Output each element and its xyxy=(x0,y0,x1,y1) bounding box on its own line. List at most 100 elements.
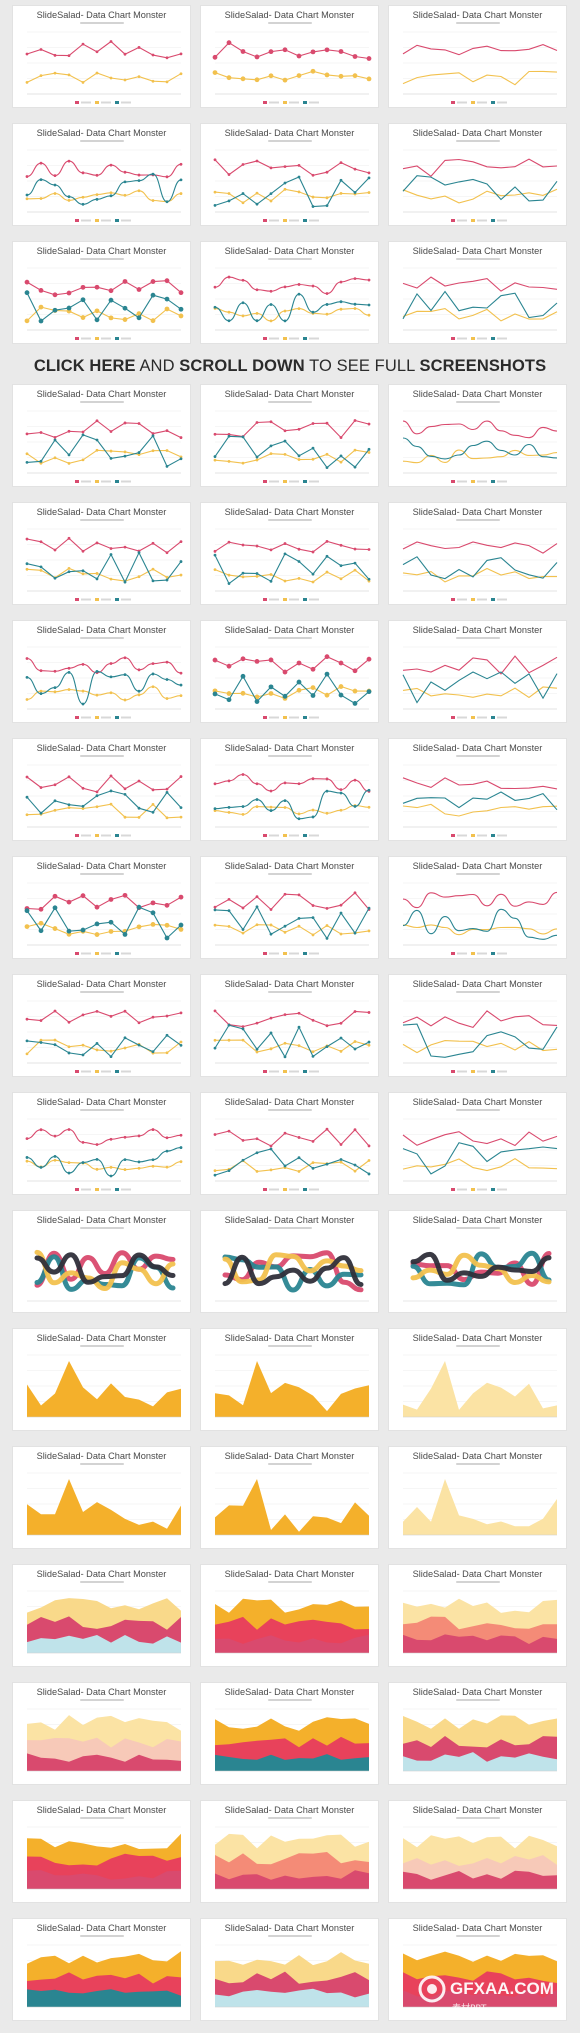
thumbnail-title: SlideSalad- Data Chart Monster xyxy=(224,507,355,517)
thumbnail-chart xyxy=(213,764,371,837)
chart-thumbnail[interactable]: SlideSalad- Data Chart Monster xyxy=(200,738,379,841)
chart-thumbnail[interactable]: SlideSalad- Data Chart Monster xyxy=(12,123,191,226)
thumbnail-subtitle-bar xyxy=(13,519,190,521)
chart-thumbnail[interactable]: SlideSalad- Data Chart Monster xyxy=(200,384,379,487)
thumbnail-title: SlideSalad- Data Chart Monster xyxy=(224,10,355,20)
chart-thumbnail[interactable]: SlideSalad- Data Chart Monster xyxy=(388,620,567,723)
thumbnail-title: SlideSalad- Data Chart Monster xyxy=(224,389,355,399)
thumbnail-chart xyxy=(27,1826,181,1890)
thumbnail-subtitle-bar xyxy=(13,1817,190,1819)
chart-thumbnail[interactable]: SlideSalad- Data Chart Monster xyxy=(200,1328,379,1431)
thumbnail-chart xyxy=(25,1000,183,1073)
chart-thumbnail[interactable]: SlideSalad- Data Chart Monster xyxy=(200,241,379,344)
thumbnail-subtitle-bar xyxy=(201,1227,378,1229)
thumbnail-title: SlideSalad- Data Chart Monster xyxy=(224,1451,355,1461)
thumbnail-subtitle-bar xyxy=(389,1463,566,1465)
thumbnail-chart xyxy=(24,267,184,340)
thumbnail-title: SlideSalad- Data Chart Monster xyxy=(36,1569,167,1579)
thumbnail-subtitle-bar xyxy=(201,991,378,993)
chart-thumbnail[interactable]: SlideSalad- Data Chart Monster xyxy=(12,620,191,723)
thumbnail-chart xyxy=(25,764,183,837)
chart-thumbnail[interactable]: SlideSalad- Data Chart Monster xyxy=(200,123,379,226)
thumbnail-chart xyxy=(212,646,372,719)
chart-thumbnail[interactable]: SlideSalad- Data Chart Monster xyxy=(200,502,379,605)
thumbnail-chart xyxy=(402,1118,558,1191)
thumbnail-subtitle-bar xyxy=(201,258,378,260)
chart-thumbnail[interactable]: SlideSalad- Data Chart Monster xyxy=(388,123,567,226)
thumbnail-chart xyxy=(213,1118,371,1191)
chart-thumbnail[interactable]: SlideSalad- Data Chart Monster xyxy=(12,1210,191,1313)
chart-thumbnail[interactable]: SlideSalad- Data Chart Monster xyxy=(12,1918,191,2021)
chart-thumbnail[interactable]: SlideSalad- Data Chart Monster xyxy=(388,384,567,487)
thumbnail-title: SlideSalad- Data Chart Monster xyxy=(224,979,355,989)
chart-thumbnail[interactable]: SlideSalad- Data Chart Monster xyxy=(12,974,191,1077)
chart-thumbnail[interactable]: SlideSalad- Data Chart Monster xyxy=(200,620,379,723)
chart-thumbnail[interactable]: SlideSalad- Data Chart Monster xyxy=(12,384,191,487)
chart-thumbnail[interactable]: SlideSalad- Data Chart Monster xyxy=(388,5,567,108)
chart-thumbnail[interactable]: SlideSalad- Data Chart Monster xyxy=(388,1800,567,1903)
chart-thumbnail[interactable]: SlideSalad- Data Chart Monster xyxy=(200,1092,379,1195)
chart-thumbnail[interactable]: SlideSalad- Data Chart Monster xyxy=(200,1446,379,1549)
thumbnail-chart xyxy=(25,1118,183,1191)
thumbnail-subtitle-bar xyxy=(389,1227,566,1229)
chart-thumbnail[interactable]: SlideSalad- Data Chart Monster xyxy=(388,856,567,959)
thumbnail-subtitle-bar xyxy=(389,1345,566,1347)
chart-thumbnail[interactable]: SlideSalad- Data Chart Monster xyxy=(388,1210,567,1313)
chart-thumbnail[interactable]: SlideSalad- Data Chart Monster xyxy=(200,1564,379,1667)
chart-thumbnail[interactable]: SlideSalad- Data Chart Monster xyxy=(12,1800,191,1903)
thumbnail-subtitle-bar xyxy=(13,991,190,993)
thumbnail-title: SlideSalad- Data Chart Monster xyxy=(224,861,355,871)
chart-thumbnail[interactable]: SlideSalad- Data Chart Monster xyxy=(12,1328,191,1431)
chart-thumbnail[interactable]: SlideSalad- Data Chart Monster xyxy=(388,738,567,841)
chart-thumbnail[interactable]: SlideSalad- Data Chart Monster xyxy=(388,1564,567,1667)
thumbnail-subtitle-bar xyxy=(389,1581,566,1583)
chart-thumbnail[interactable]: SlideSalad- Data Chart Monster xyxy=(12,738,191,841)
thumbnail-title: SlideSalad- Data Chart Monster xyxy=(36,1923,167,1933)
chart-thumbnail[interactable]: SlideSalad- Data Chart Monster xyxy=(200,974,379,1077)
thumbnail-chart xyxy=(402,149,558,222)
chart-thumbnail[interactable]: SlideSalad- Data Chart Monster xyxy=(12,1446,191,1549)
thumbnail-chart xyxy=(25,31,183,104)
chart-thumbnail[interactable]: SlideSalad- Data Chart Monster xyxy=(200,5,379,108)
chart-thumbnail[interactable]: SlideSalad- Data Chart Monster xyxy=(200,1918,379,2021)
thumbnail-subtitle-bar xyxy=(201,1109,378,1111)
chart-thumbnail[interactable]: SlideSalad- Data Chart Monster xyxy=(388,1092,567,1195)
scroll-down-banner[interactable]: CLICK HERE AND SCROLL DOWN TO SEE FULL S… xyxy=(0,352,580,380)
chart-thumbnail[interactable]: SlideSalad- Data Chart Monster xyxy=(12,1092,191,1195)
chart-thumbnail[interactable]: SlideSalad- Data Chart Monster xyxy=(12,856,191,959)
chart-thumbnail[interactable]: SlideSalad- Data Chart Monster xyxy=(200,856,379,959)
thumbnail-subtitle-bar xyxy=(13,1227,190,1229)
banner-and: AND xyxy=(135,357,180,375)
chart-thumbnail[interactable]: SlideSalad- Data Chart Monster xyxy=(200,1682,379,1785)
thumbnail-subtitle-bar xyxy=(13,1581,190,1583)
chart-thumbnail[interactable]: SlideSalad- Data Chart Monster xyxy=(200,1210,379,1313)
thumbnail-chart xyxy=(215,1708,369,1772)
chart-thumbnail[interactable]: SlideSalad- Data Chart Monster xyxy=(12,502,191,605)
watermark-sub: 素材PPT xyxy=(452,2002,487,2014)
chart-thumbnail[interactable]: SlideSalad- Data Chart Monster xyxy=(12,1682,191,1785)
thumbnail-subtitle-bar xyxy=(389,258,566,260)
chart-thumbnail[interactable]: SlideSalad- Data Chart Monster xyxy=(12,241,191,344)
chart-thumbnail[interactable]: SlideSalad- Data Chart Monster xyxy=(388,974,567,1077)
chart-thumbnail[interactable]: SlideSalad- Data Chart Monster xyxy=(388,1918,567,2021)
thumbnail-chart xyxy=(27,1944,181,2008)
thumbnail-subtitle-bar xyxy=(389,873,566,875)
chart-thumbnail[interactable]: SlideSalad- Data Chart Monster xyxy=(388,1328,567,1431)
thumbnail-title: SlideSalad- Data Chart Monster xyxy=(36,861,167,871)
chart-thumbnail[interactable]: SlideSalad- Data Chart Monster xyxy=(12,5,191,108)
chart-thumbnail[interactable]: SlideSalad- Data Chart Monster xyxy=(388,1446,567,1549)
chart-thumbnail[interactable]: SlideSalad- Data Chart Monster xyxy=(200,1800,379,1903)
chart-thumbnail[interactable]: SlideSalad- Data Chart Monster xyxy=(388,1682,567,1785)
banner-click-here[interactable]: CLICK HERE xyxy=(33,357,136,375)
banner-to-see: TO SEE FULL xyxy=(304,357,420,375)
thumbnail-subtitle-bar xyxy=(389,1935,566,1937)
thumbnail-title: SlideSalad- Data Chart Monster xyxy=(412,625,543,635)
chart-thumbnail[interactable]: SlideSalad- Data Chart Monster xyxy=(388,502,567,605)
thumbnail-title: SlideSalad- Data Chart Monster xyxy=(412,979,543,989)
chart-thumbnail[interactable]: SlideSalad- Data Chart Monster xyxy=(388,241,567,344)
thumbnail-chart xyxy=(402,646,558,719)
thumbnail-title: SlideSalad- Data Chart Monster xyxy=(36,389,167,399)
thumbnail-title: SlideSalad- Data Chart Monster xyxy=(36,1215,167,1225)
thumbnail-subtitle-bar xyxy=(13,1463,190,1465)
chart-thumbnail[interactable]: SlideSalad- Data Chart Monster xyxy=(12,1564,191,1667)
